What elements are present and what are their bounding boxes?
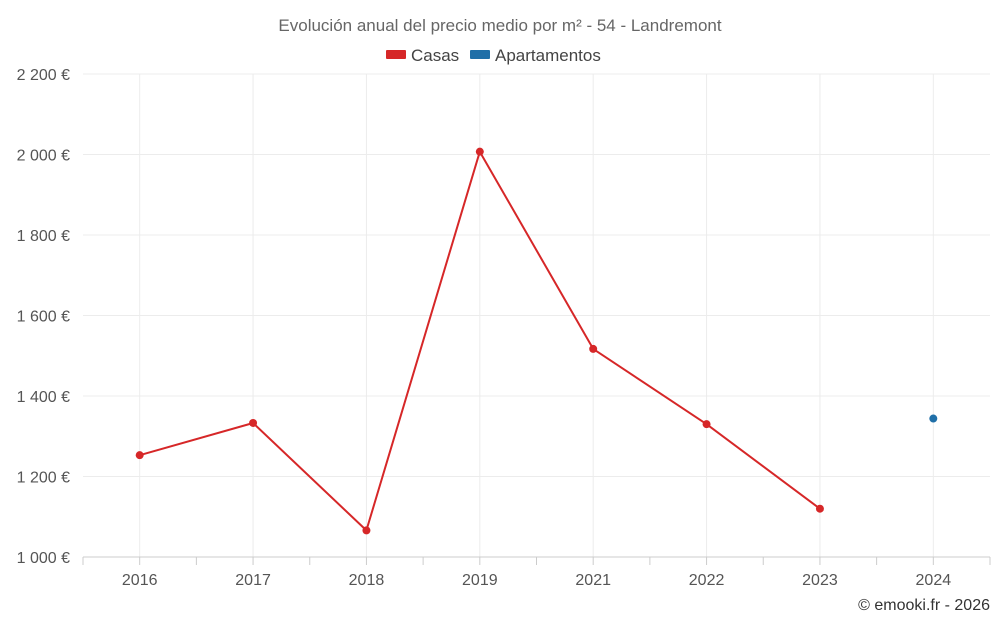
legend-swatch-apartamentos: [470, 50, 490, 59]
x-tick-label: 2022: [689, 572, 725, 589]
x-tick-label: 2016: [122, 572, 158, 589]
legend-swatch-casas: [386, 50, 406, 59]
x-tick-label: 2024: [916, 572, 952, 589]
gridlines: [83, 73, 990, 557]
data-point-casas[interactable]: [589, 344, 598, 353]
y-axis-ticks: 1 000 € 1 200 € 1 400 € 1 600 € 1 800 € 2 000…: [17, 67, 70, 567]
data-point-casas[interactable]: [362, 526, 371, 535]
x-tick-label: 2019: [462, 572, 498, 589]
x-axis-ticks: 2016 2017 2018 2019 2021 2022 2023 2024: [122, 572, 951, 589]
chart-title: Evolución anual del precio medio por m² …: [278, 16, 721, 35]
data-point-casas[interactable]: [475, 147, 484, 156]
data-point-casas[interactable]: [815, 504, 824, 513]
y-tick-label: 1 200 €: [17, 470, 70, 487]
legend-label-apartamentos: Apartamentos: [495, 46, 601, 65]
y-tick-label: 1 400 €: [17, 389, 70, 406]
y-tick-label: 2 200 €: [17, 67, 70, 84]
axes: [82, 556, 991, 565]
y-tick-label: 1 000 €: [17, 550, 70, 567]
legend-label-casas: Casas: [411, 46, 459, 65]
y-tick-label: 2 000 €: [17, 148, 70, 165]
x-tick-label: 2023: [802, 572, 838, 589]
data-point-apartamentos[interactable]: [929, 414, 938, 423]
series: [135, 147, 938, 535]
data-point-casas[interactable]: [702, 420, 711, 429]
data-point-casas[interactable]: [249, 418, 258, 427]
x-tick-label: 2021: [575, 572, 611, 589]
y-tick-label: 1 800 €: [17, 228, 70, 245]
x-tick-label: 2018: [349, 572, 385, 589]
y-tick-label: 1 600 €: [17, 309, 70, 326]
legend: Casas Apartamentos: [386, 46, 601, 65]
credit: © emooki.fr - 2026: [858, 597, 990, 614]
legend-item-apartamentos[interactable]: Apartamentos: [470, 46, 601, 65]
x-tick-label: 2017: [235, 572, 271, 589]
data-point-casas[interactable]: [135, 451, 144, 460]
legend-item-casas[interactable]: Casas: [386, 46, 459, 65]
